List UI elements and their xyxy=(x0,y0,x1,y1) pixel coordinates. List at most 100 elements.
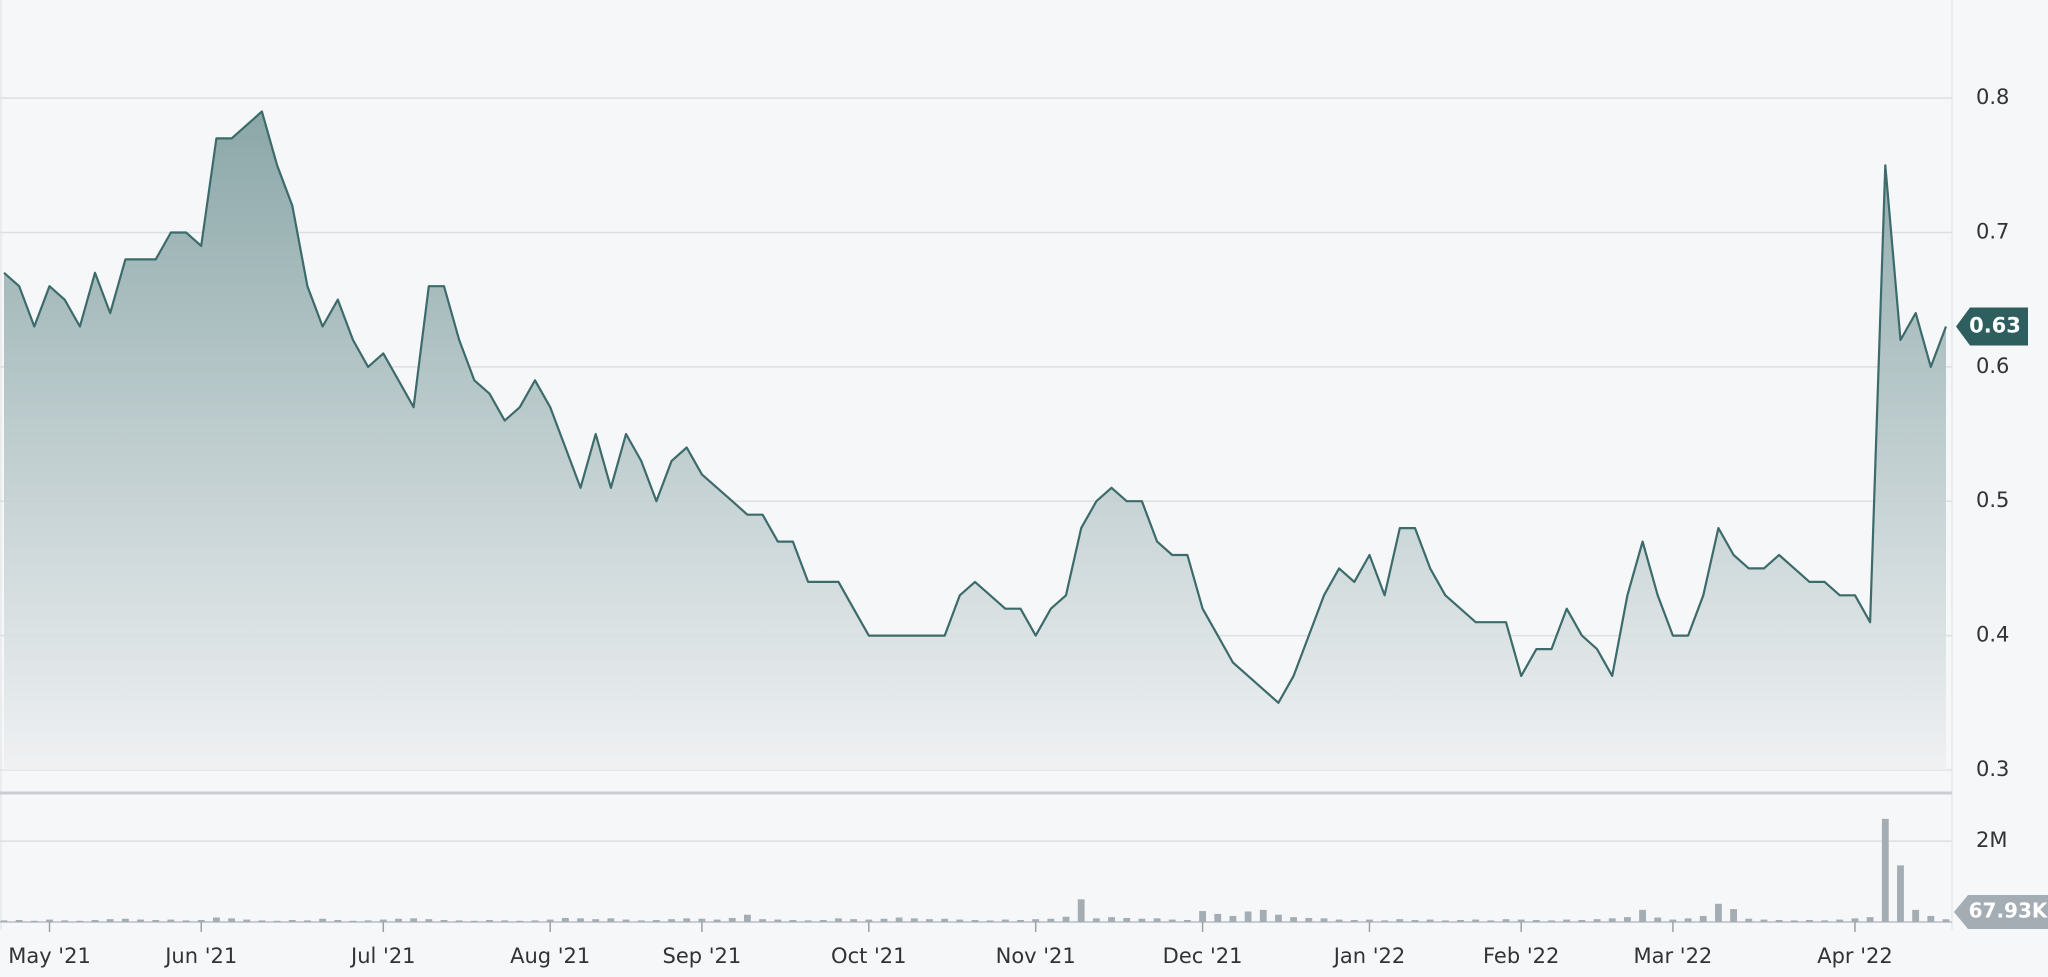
volume-bar xyxy=(1153,918,1161,922)
volume-bar xyxy=(835,918,842,922)
volume-bar xyxy=(1062,916,1070,922)
volume-bar xyxy=(637,920,645,922)
volume-bar xyxy=(228,918,235,922)
volume-bar xyxy=(76,920,84,922)
volume-bar xyxy=(1047,918,1055,922)
volume-bar xyxy=(1942,919,1950,922)
x-tick-label: Mar '22 xyxy=(1634,944,1713,968)
x-tick-label: Jun '21 xyxy=(163,944,237,968)
volume-bar xyxy=(1654,917,1662,922)
volume-bar xyxy=(1032,919,1040,922)
x-tick-label: Oct '21 xyxy=(831,944,906,968)
volume-bar xyxy=(61,920,69,922)
volume-bar xyxy=(1593,919,1601,922)
volume-bar xyxy=(167,919,175,922)
volume-bar xyxy=(121,918,129,922)
volume-bar xyxy=(561,917,569,922)
volume-bar xyxy=(1244,911,1252,922)
volume-bar xyxy=(1866,917,1874,922)
volume-bar xyxy=(1305,917,1313,922)
volume-bar xyxy=(1457,919,1464,922)
volume-bar xyxy=(607,918,615,922)
volume-bar xyxy=(819,919,827,922)
volume-bar xyxy=(1320,918,1328,922)
volume-bar xyxy=(1017,919,1024,922)
volume-bar xyxy=(728,917,736,922)
volume-bar xyxy=(804,920,812,922)
last-volume-label: 67.93K xyxy=(1969,899,2048,923)
x-tick-label: Nov '21 xyxy=(996,944,1076,968)
volume-bar xyxy=(1183,919,1191,922)
x-tick-label: Apr '22 xyxy=(1817,944,1893,968)
volume-bar xyxy=(926,919,933,922)
volume-bar xyxy=(865,919,873,922)
volume-bar xyxy=(789,919,797,922)
volume-bar xyxy=(1411,919,1419,922)
volume-bar xyxy=(1790,920,1798,922)
volume-bar xyxy=(1517,919,1525,922)
x-tick-label: Jan '22 xyxy=(1332,944,1406,968)
last-price-label: 0.63 xyxy=(1969,314,2021,338)
volume-bar xyxy=(652,919,660,922)
volume-bar xyxy=(1578,919,1586,922)
volume-bar xyxy=(486,919,493,922)
volume-bar xyxy=(592,919,600,922)
last-price-flag xyxy=(1956,307,2028,346)
volume-bar xyxy=(1108,917,1115,922)
volume-bar xyxy=(1199,911,1206,922)
volume-bar xyxy=(15,919,23,922)
volume-bar xyxy=(30,920,38,922)
volume-bar xyxy=(1275,914,1282,922)
volume-bar xyxy=(501,920,509,922)
volume-bar xyxy=(349,920,357,922)
volume-bar xyxy=(1381,920,1389,922)
volume-bar xyxy=(1897,865,1904,922)
volume-bar xyxy=(1684,918,1692,922)
volume-bar xyxy=(1548,920,1555,922)
volume-bar xyxy=(622,919,630,922)
price-line xyxy=(3,110,1948,704)
volume-bar xyxy=(1123,917,1131,922)
volume-bar xyxy=(212,917,220,922)
volume-bar xyxy=(1623,917,1631,922)
y-tick-label: 0.8 xyxy=(1976,85,2009,109)
volume-bar xyxy=(1715,903,1722,922)
volume-bar xyxy=(425,919,433,922)
volume-bar xyxy=(1775,919,1783,922)
volume-bar xyxy=(1927,915,1935,922)
volume-bar xyxy=(410,918,418,922)
volume-bar xyxy=(1229,915,1237,922)
volume-bar xyxy=(182,920,190,922)
volume-bar xyxy=(1502,919,1510,922)
volume-bar xyxy=(106,919,114,922)
volume-bar xyxy=(379,919,387,922)
volume-bar xyxy=(1760,919,1768,922)
volume-bar xyxy=(288,919,296,922)
volume-bar xyxy=(1077,899,1085,922)
volume-bar xyxy=(1259,909,1267,922)
volume-bar xyxy=(152,919,160,922)
x-tick-label: Feb '22 xyxy=(1483,944,1559,968)
x-tick-label: Aug '21 xyxy=(510,944,590,968)
volume-bar xyxy=(258,920,266,922)
volume-bar xyxy=(319,918,327,922)
volume-bar xyxy=(1335,919,1343,922)
y-tick-label: 0.7 xyxy=(1976,219,2009,243)
volume-bar xyxy=(1821,920,1829,922)
volume-bar xyxy=(1745,918,1753,922)
price-area xyxy=(4,111,1946,770)
volume-bar xyxy=(713,919,721,922)
volume-bar xyxy=(577,918,584,922)
volume-bar xyxy=(455,920,463,922)
volume-bar xyxy=(516,920,524,922)
volume-bar xyxy=(1426,919,1434,922)
volume-bar xyxy=(1214,913,1222,922)
volume-bar xyxy=(364,920,372,922)
y-tick-label: 2M xyxy=(1976,828,2007,852)
volume-bar xyxy=(1441,920,1449,922)
x-tick-label: May '21 xyxy=(8,944,91,968)
volume-bar xyxy=(1290,917,1298,922)
volume-bar xyxy=(1168,919,1176,922)
volume-bar xyxy=(1138,918,1146,922)
